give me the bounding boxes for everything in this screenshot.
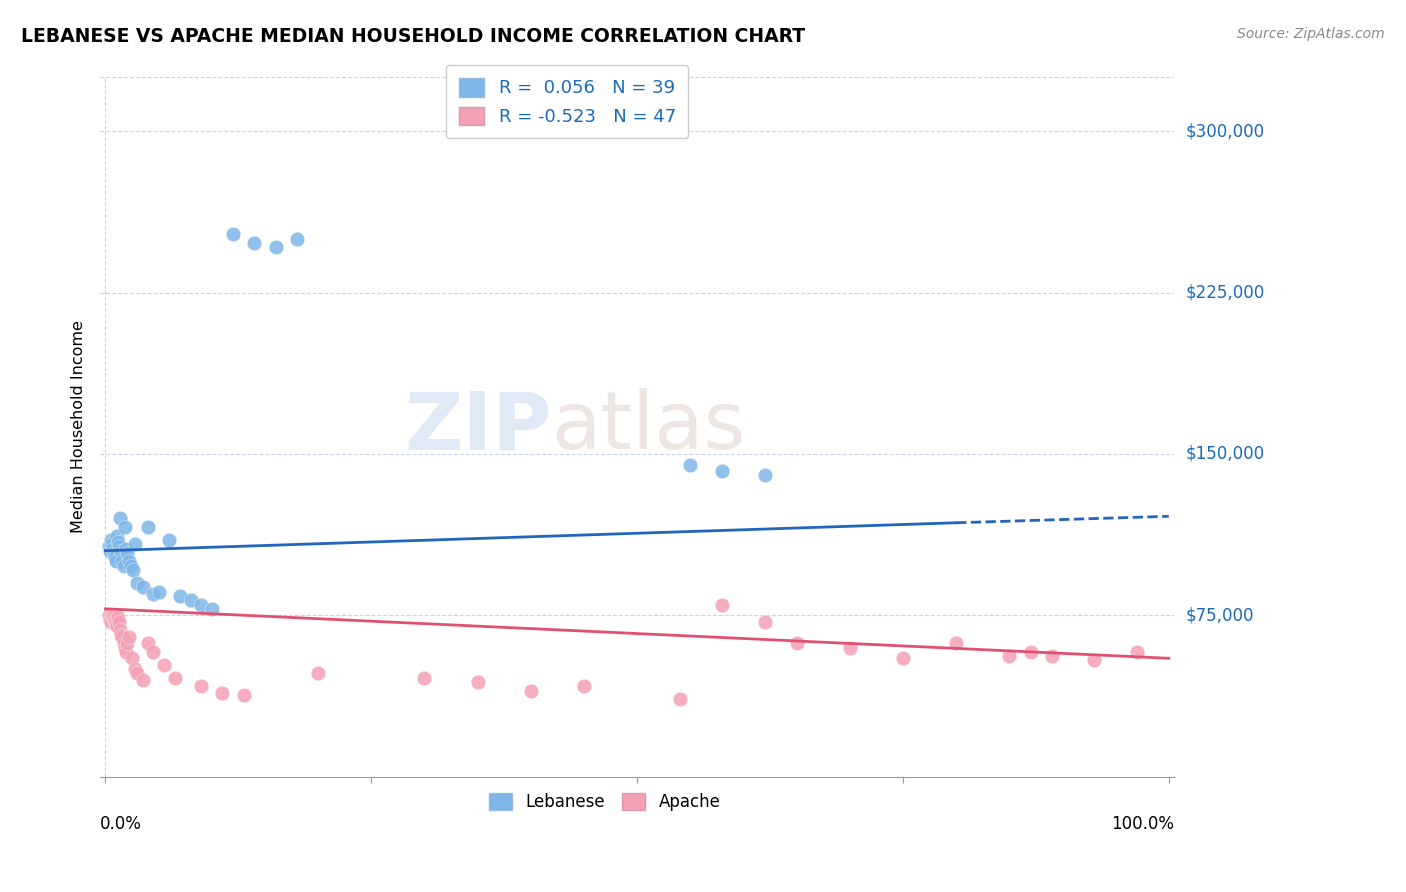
Point <box>110 627 132 641</box>
Text: ZIP: ZIP <box>404 388 551 466</box>
Text: $150,000: $150,000 <box>1185 445 1264 463</box>
Point <box>124 662 146 676</box>
Point <box>124 537 146 551</box>
Point <box>105 619 128 633</box>
Point <box>169 589 191 603</box>
Point <box>222 227 245 242</box>
Point <box>413 671 436 685</box>
Point <box>101 541 124 556</box>
Point <box>1040 649 1063 664</box>
Point <box>108 615 131 629</box>
Point <box>100 533 122 547</box>
Point <box>1126 645 1149 659</box>
Point <box>142 645 165 659</box>
Point <box>118 554 141 568</box>
Point <box>572 679 595 693</box>
Y-axis label: Median Household Income: Median Household Income <box>72 320 86 533</box>
Point <box>98 613 121 627</box>
Point <box>114 520 136 534</box>
Point <box>110 624 132 638</box>
Point <box>1083 653 1105 667</box>
Point <box>891 651 914 665</box>
Point <box>101 537 124 551</box>
Point <box>163 671 186 685</box>
Point <box>945 636 967 650</box>
Text: LEBANESE VS APACHE MEDIAN HOUSEHOLD INCOME CORRELATION CHART: LEBANESE VS APACHE MEDIAN HOUSEHOLD INCO… <box>21 27 806 45</box>
Point <box>179 593 201 607</box>
Point <box>101 608 124 623</box>
Point <box>142 587 165 601</box>
Point <box>148 584 170 599</box>
Point <box>153 657 176 672</box>
Point <box>111 630 134 644</box>
Point <box>104 550 127 565</box>
Point <box>1019 645 1042 659</box>
Point <box>157 533 180 547</box>
Point <box>211 686 233 700</box>
Point <box>101 610 124 624</box>
Point <box>122 563 145 577</box>
Point <box>118 630 141 644</box>
Text: 100.0%: 100.0% <box>1111 815 1174 833</box>
Point <box>838 640 860 655</box>
Point <box>112 558 135 573</box>
Point <box>111 554 134 568</box>
Point <box>190 679 212 693</box>
Point <box>110 511 132 525</box>
Point <box>131 673 153 687</box>
Point <box>114 541 136 556</box>
Point <box>711 464 734 478</box>
Point <box>190 598 212 612</box>
Point <box>105 616 128 631</box>
Point <box>998 649 1021 664</box>
Point <box>98 543 121 558</box>
Point <box>711 598 734 612</box>
Point <box>103 546 125 560</box>
Point <box>467 675 489 690</box>
Legend: Lebanese, Apache: Lebanese, Apache <box>479 782 731 821</box>
Point <box>105 554 128 568</box>
Point <box>100 615 122 629</box>
Point <box>127 666 149 681</box>
Point <box>107 610 129 624</box>
Point <box>264 240 287 254</box>
Point <box>520 683 543 698</box>
Text: $75,000: $75,000 <box>1185 607 1254 624</box>
Point <box>131 580 153 594</box>
Text: Source: ZipAtlas.com: Source: ZipAtlas.com <box>1237 27 1385 41</box>
Point <box>114 640 136 655</box>
Point <box>754 615 776 629</box>
Point <box>754 468 776 483</box>
Point <box>115 636 138 650</box>
Point <box>121 651 143 665</box>
Point <box>136 636 159 650</box>
Point <box>97 540 120 554</box>
Point <box>668 692 690 706</box>
Point <box>104 615 127 629</box>
Point <box>243 236 266 251</box>
Point <box>120 558 142 573</box>
Text: atlas: atlas <box>551 388 745 466</box>
Point <box>108 540 131 554</box>
Point <box>285 232 308 246</box>
Point <box>232 688 254 702</box>
Text: 0.0%: 0.0% <box>100 815 142 833</box>
Point <box>127 576 149 591</box>
Point <box>107 535 129 549</box>
Point <box>115 546 138 560</box>
Point <box>786 636 808 650</box>
Point <box>103 613 125 627</box>
Point <box>679 458 702 472</box>
Point <box>97 608 120 623</box>
Point <box>307 666 329 681</box>
Point <box>105 529 128 543</box>
Point <box>136 520 159 534</box>
Point <box>201 602 224 616</box>
Point <box>112 636 135 650</box>
Point <box>110 543 132 558</box>
Text: $225,000: $225,000 <box>1185 284 1264 301</box>
Point <box>114 645 136 659</box>
Text: $300,000: $300,000 <box>1185 122 1264 140</box>
